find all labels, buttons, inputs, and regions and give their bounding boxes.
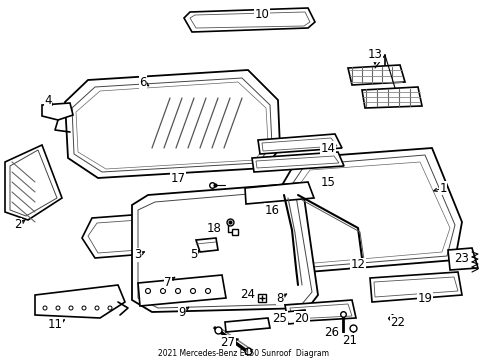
Polygon shape [258,134,341,154]
Text: 6: 6 [139,76,146,89]
Text: 3: 3 [134,248,142,261]
Text: 5: 5 [190,248,197,261]
Text: 15: 15 [320,175,335,189]
Polygon shape [10,150,57,216]
Polygon shape [72,78,271,172]
Polygon shape [196,238,218,252]
Polygon shape [447,248,477,270]
Polygon shape [278,148,461,272]
Text: 2: 2 [14,219,21,231]
Text: 1: 1 [438,181,446,194]
Text: 14: 14 [320,141,335,154]
Polygon shape [244,182,313,204]
Polygon shape [285,300,355,322]
Text: 23: 23 [454,252,468,265]
Text: 26: 26 [324,325,339,338]
Polygon shape [82,212,182,258]
Text: 20: 20 [294,311,309,324]
Polygon shape [35,285,125,318]
Text: 4: 4 [44,94,52,107]
Polygon shape [138,190,311,308]
Polygon shape [88,218,175,253]
Polygon shape [369,272,461,302]
Text: 13: 13 [367,49,382,62]
Text: 19: 19 [417,292,431,305]
Text: 11: 11 [47,319,62,332]
Text: 2021 Mercedes-Benz E450 Sunroof  Diagram: 2021 Mercedes-Benz E450 Sunroof Diagram [158,348,329,357]
Text: 7: 7 [164,275,171,288]
Polygon shape [251,152,343,172]
Polygon shape [183,8,314,32]
Text: 24: 24 [240,288,255,302]
Polygon shape [132,183,317,312]
Polygon shape [283,155,454,267]
Polygon shape [262,138,336,151]
Polygon shape [285,310,307,324]
Polygon shape [42,103,73,120]
Polygon shape [224,318,269,332]
Polygon shape [5,145,62,220]
Text: 8: 8 [276,292,283,305]
Polygon shape [190,12,309,28]
Polygon shape [256,156,338,168]
Text: 22: 22 [390,315,405,328]
Text: 12: 12 [350,258,365,271]
Text: 9: 9 [178,306,185,319]
Text: 17: 17 [170,171,185,184]
Polygon shape [286,162,449,263]
Text: 18: 18 [206,221,221,234]
Polygon shape [138,275,225,306]
Polygon shape [361,87,421,108]
Polygon shape [65,70,280,178]
Polygon shape [347,65,404,85]
Text: 21: 21 [342,333,357,346]
Text: 16: 16 [264,203,279,216]
Text: 27: 27 [220,336,235,348]
Polygon shape [76,82,267,169]
Polygon shape [373,277,457,297]
Polygon shape [289,304,351,319]
Text: 25: 25 [272,311,287,324]
Text: 10: 10 [254,9,269,22]
